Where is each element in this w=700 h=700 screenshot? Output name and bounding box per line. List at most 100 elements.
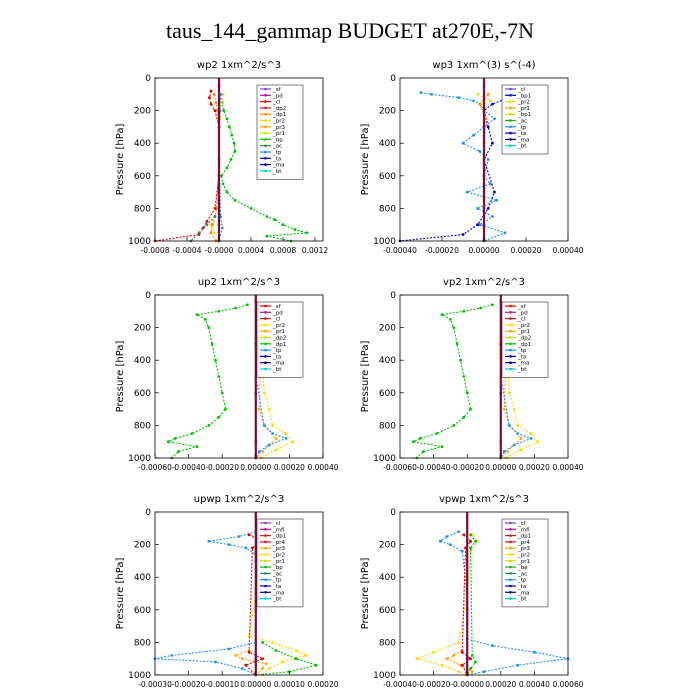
- data-point: [493, 117, 496, 121]
- legend-marker: [264, 342, 267, 346]
- legend-marker: [509, 131, 512, 135]
- series-line: [415, 534, 478, 676]
- data-point: [469, 533, 472, 537]
- x-tick-label: -0.00020: [425, 246, 459, 255]
- legend-marker: [264, 597, 267, 600]
- data-point: [214, 101, 218, 104]
- data-point: [214, 660, 217, 664]
- data-point: [486, 158, 490, 161]
- data-point: [265, 215, 269, 218]
- panel-6: vpwp 1xm^2/s^3 Pressure [hPa] 0 200 400 600 80…: [360, 494, 584, 689]
- data-point: [228, 125, 231, 129]
- legend-marker: [509, 546, 512, 550]
- legend-label: _cl: [517, 521, 526, 527]
- legend-label: _be: [517, 565, 528, 571]
- y-tick-label: 600: [134, 606, 151, 616]
- legend-label: _pr1: [517, 106, 530, 112]
- legend-label: _cl: [272, 100, 281, 106]
- y-tick-label: 400: [379, 356, 396, 366]
- legend-label: _cl: [517, 87, 526, 93]
- data-point: [262, 424, 266, 427]
- x-tick-label: 0.00000: [485, 463, 516, 472]
- x-tick-label: -0.00020: [417, 680, 451, 689]
- y-tick-label: 200: [134, 541, 151, 551]
- legend-marker: [509, 355, 512, 358]
- data-point: [474, 660, 477, 664]
- data-point: [486, 207, 490, 210]
- x-tick-label: -0.00060: [383, 463, 417, 472]
- data-point: [461, 141, 465, 145]
- legend-label: _pr4: [517, 540, 531, 546]
- y-axis-label: Pressure [hPa]: [360, 124, 371, 196]
- data-point: [516, 663, 519, 667]
- x-tick-label: 0.00020: [307, 680, 338, 689]
- data-point: [177, 450, 180, 453]
- legend-marker: [509, 138, 512, 141]
- legend-label: _tp: [517, 125, 527, 131]
- data-point: [449, 318, 452, 321]
- legend-label: _tp: [517, 348, 527, 354]
- data-point: [197, 231, 201, 235]
- plot-frame: [154, 77, 324, 242]
- legend-label: _ac: [517, 571, 527, 577]
- y-tick-label: 800: [134, 204, 151, 214]
- x-tick-label: 0.00060: [552, 680, 583, 689]
- data-point: [469, 667, 472, 670]
- legend-label: _sf: [272, 87, 282, 93]
- legend-marker: [509, 336, 512, 339]
- data-point: [217, 415, 221, 419]
- data-point: [204, 318, 207, 321]
- data-point: [291, 440, 295, 444]
- data-point: [491, 141, 494, 145]
- data-point: [230, 133, 234, 137]
- x-tick-label: -0.00040: [383, 680, 417, 689]
- legend-marker: [509, 348, 512, 352]
- data-point: [536, 440, 540, 444]
- data-point: [491, 102, 494, 106]
- data-point: [462, 375, 466, 378]
- legend-label: _dp2: [272, 106, 286, 112]
- data-point: [237, 535, 241, 538]
- data-point: [460, 549, 464, 553]
- legend-label: _ta: [517, 354, 526, 360]
- data-point: [314, 663, 318, 667]
- data-point: [170, 654, 174, 657]
- y-tick-label: 600: [379, 606, 396, 616]
- series-line: [220, 94, 308, 242]
- x-tick-label: 0.00000: [468, 246, 499, 255]
- y-tick-label: 0: [390, 74, 396, 84]
- legend-marker: [264, 304, 267, 308]
- data-point: [452, 424, 456, 427]
- data-point: [261, 450, 264, 453]
- data-point: [488, 99, 492, 103]
- legend-marker: [509, 144, 512, 147]
- data-point: [445, 657, 449, 661]
- data-point: [247, 533, 251, 537]
- data-point: [516, 424, 519, 427]
- data-point: [212, 231, 216, 235]
- series-line: [255, 641, 319, 676]
- data-point: [264, 662, 268, 665]
- legend-label: _pr2: [517, 553, 530, 559]
- panel-3: up2 1xm^2/s^3 Pressure [hPa] 0 200 400 600 800…: [115, 277, 339, 472]
- legend-label: _ta: [272, 156, 281, 162]
- legend-box: [501, 84, 549, 155]
- legend-label: _ta: [517, 584, 526, 590]
- legend-label: _pr3: [272, 546, 286, 552]
- data-point: [478, 223, 482, 227]
- data-point: [271, 424, 274, 427]
- legend-marker: [264, 131, 267, 135]
- data-point: [478, 150, 482, 153]
- legend-label: _pr4: [272, 540, 286, 546]
- panel-title: upwp 1xm^2/s^3: [194, 494, 284, 505]
- series-line: [154, 90, 220, 242]
- legend-label: _bp: [272, 565, 283, 571]
- data-point: [488, 182, 492, 186]
- y-axis-label: Pressure [hPa]: [360, 558, 371, 630]
- x-tick-label: 0.00000: [240, 680, 271, 689]
- legend-label: _pr2: [272, 119, 285, 125]
- data-point: [257, 450, 261, 453]
- data-point: [221, 92, 225, 96]
- data-point: [432, 650, 435, 654]
